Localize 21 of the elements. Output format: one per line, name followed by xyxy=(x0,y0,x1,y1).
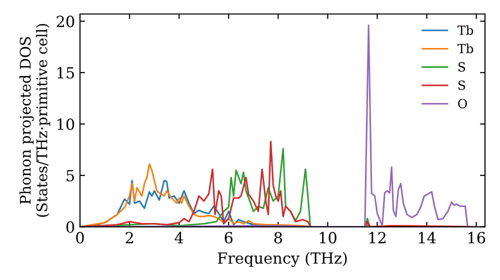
legend-label: Tb xyxy=(458,25,474,35)
legend-label: S xyxy=(458,80,466,90)
x-tick-label: 10 xyxy=(320,232,336,244)
y-tick-label: 0 xyxy=(66,221,74,233)
y-tick-label: 5 xyxy=(66,170,74,182)
x-tick-label: 2 xyxy=(126,232,133,244)
x-tick-label: 12 xyxy=(369,232,386,244)
x-tick-label: 6 xyxy=(224,232,233,244)
legend-label: O xyxy=(458,98,467,108)
x-tick-label: 4 xyxy=(174,232,184,244)
legend-label: Tb xyxy=(458,44,474,54)
legend-label: S xyxy=(458,62,466,72)
x-tick-label: 8 xyxy=(274,232,282,244)
x-axis-title: Frequency (THz) xyxy=(218,252,347,268)
y-axis-title: Phonon projected DOS (States/THz·primitive cell) xyxy=(19,24,50,217)
x-tick-label: 16 xyxy=(468,232,486,244)
x-tick-label: 14 xyxy=(418,232,436,244)
y-tick-label: 20 xyxy=(56,16,74,28)
y-tick-label: 10 xyxy=(58,118,74,130)
x-tick-label: 0 xyxy=(76,232,84,244)
y-tick-label: 15 xyxy=(58,67,74,79)
